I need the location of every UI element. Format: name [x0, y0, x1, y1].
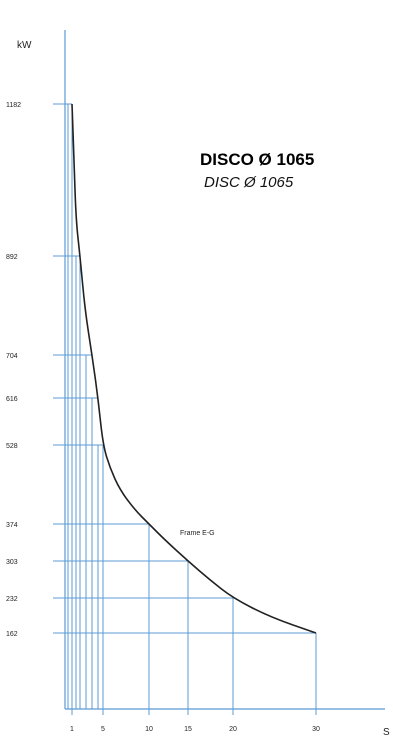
- x-tick-label-15: 15: [184, 726, 192, 733]
- x-tick-label-30: 30: [312, 726, 320, 733]
- y-tick-label-616: 616: [6, 396, 18, 403]
- chart-subtitle: DISC Ø 1065: [204, 174, 294, 191]
- y-axis-label: kW: [17, 40, 32, 51]
- frame-annotation: Frame E-G: [180, 530, 215, 537]
- grid-lines: [53, 103, 317, 715]
- x-tick-label-5: 5: [101, 726, 105, 733]
- y-tick-label-374: 374: [6, 522, 18, 529]
- curve-layer: [71, 103, 317, 634]
- y-tick-label-528: 528: [6, 443, 18, 450]
- x-tick-label-20: 20: [229, 726, 237, 733]
- y-tick-label-1182: 1182: [6, 102, 21, 109]
- power-curve-line: [71, 103, 317, 634]
- axes: [64, 30, 385, 710]
- y-tick-label-892: 892: [6, 254, 18, 261]
- x-tick-label-1: 1: [70, 726, 74, 733]
- x-tick-label-10: 10: [145, 726, 153, 733]
- x-axis-label: S: [383, 727, 390, 738]
- y-tick-label-232: 232: [6, 596, 18, 603]
- y-tick-label-704: 704: [6, 353, 18, 360]
- y-tick-label-303: 303: [6, 559, 18, 566]
- chart-title: DISCO Ø 1065: [200, 150, 315, 169]
- y-tick-label-162: 162: [6, 631, 18, 638]
